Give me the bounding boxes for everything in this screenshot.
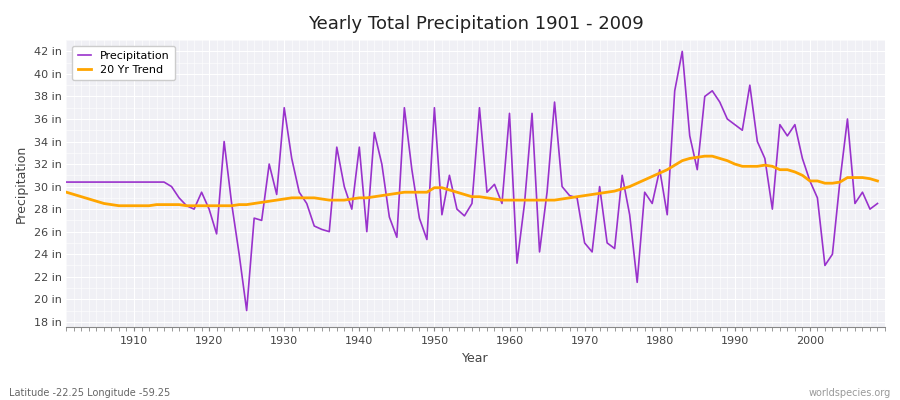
Precipitation <box>241 308 252 313</box>
Line: 20 Yr Trend: 20 Yr Trend <box>67 156 878 206</box>
20 Yr Trend <box>699 154 710 158</box>
Line: Precipitation: Precipitation <box>67 51 878 310</box>
Precipitation <box>677 49 688 54</box>
Precipitation <box>872 201 883 206</box>
20 Yr Trend <box>113 203 124 208</box>
20 Yr Trend <box>504 198 515 202</box>
Precipitation <box>293 190 304 195</box>
Precipitation <box>339 184 350 189</box>
20 Yr Trend <box>602 190 613 195</box>
Legend: Precipitation, 20 Yr Trend: Precipitation, 20 Yr Trend <box>72 46 176 80</box>
Y-axis label: Precipitation: Precipitation <box>15 145 28 223</box>
Precipitation <box>504 111 515 116</box>
X-axis label: Year: Year <box>463 352 489 365</box>
Text: worldspecies.org: worldspecies.org <box>809 388 891 398</box>
20 Yr Trend <box>293 196 304 200</box>
Precipitation <box>511 261 522 266</box>
Precipitation <box>602 240 613 245</box>
Text: Latitude -22.25 Longitude -59.25: Latitude -22.25 Longitude -59.25 <box>9 388 170 398</box>
Title: Yearly Total Precipitation 1901 - 2009: Yearly Total Precipitation 1901 - 2009 <box>308 15 644 33</box>
20 Yr Trend <box>872 178 883 183</box>
20 Yr Trend <box>61 190 72 195</box>
Precipitation <box>61 180 72 184</box>
20 Yr Trend <box>129 203 140 208</box>
20 Yr Trend <box>339 198 350 202</box>
20 Yr Trend <box>511 198 522 202</box>
Precipitation <box>122 180 132 184</box>
